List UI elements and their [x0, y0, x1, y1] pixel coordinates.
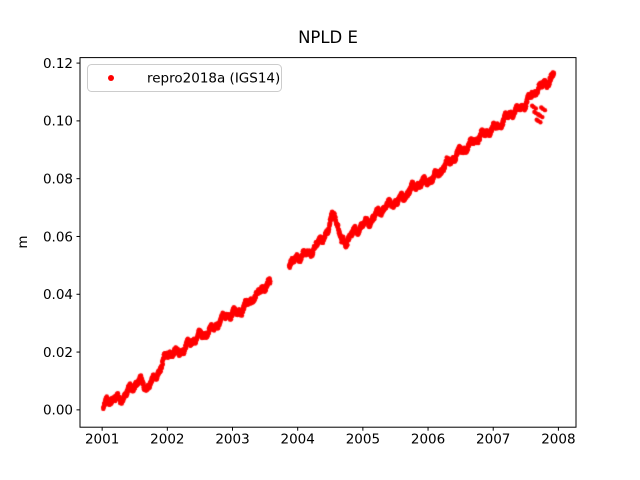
x-axis: 2001 2002 2003 2004 2005 2006 2007 2008	[85, 427, 576, 448]
x-tick-label: 2006	[411, 432, 445, 448]
x-tick-label: 2002	[150, 432, 184, 448]
legend-entry-label: repro2018a (IGS14)	[147, 71, 280, 87]
x-tick-label: 2001	[85, 432, 119, 448]
x-tick-label: 2007	[476, 432, 510, 448]
y-tick-label: 0.04	[43, 287, 73, 303]
y-tick-label: 0.06	[43, 229, 73, 245]
legend-marker-icon	[108, 75, 114, 81]
y-tick-label: 0.00	[43, 403, 73, 419]
y-tick-label: 0.10	[43, 114, 73, 130]
chart-title: NPLD E	[298, 28, 358, 47]
x-tick-label: 2004	[281, 432, 315, 448]
legend-frame	[87, 64, 282, 92]
y-tick-label: 0.08	[43, 171, 73, 187]
y-tick-label: 0.02	[43, 345, 73, 361]
plot-area-border	[79, 57, 577, 428]
y-axis: 0.00 0.02 0.04 0.06 0.08 0.10 0.12	[43, 56, 80, 419]
x-tick-label: 2003	[215, 432, 249, 448]
x-tick-label: 2005	[346, 432, 380, 448]
y-axis-label: m	[15, 235, 31, 248]
legend: repro2018a (IGS14)	[87, 64, 282, 92]
y-tick-label: 0.12	[43, 56, 73, 72]
x-tick-label: 2008	[541, 432, 575, 448]
